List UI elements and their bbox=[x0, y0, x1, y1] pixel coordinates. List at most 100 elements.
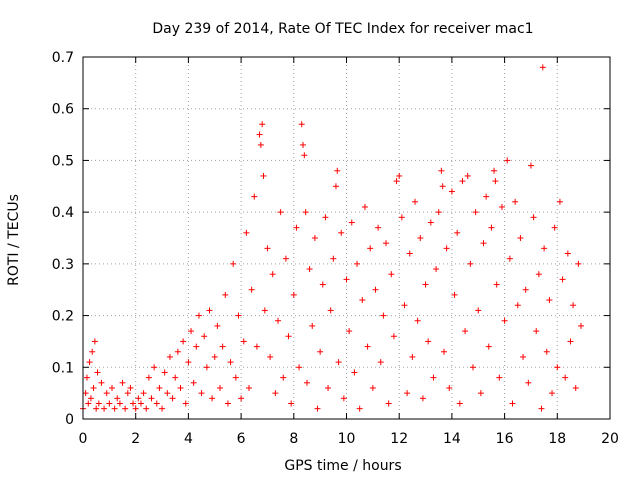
data-point bbox=[185, 359, 192, 366]
data-point bbox=[111, 405, 118, 412]
y-tick-label: 0.5 bbox=[52, 153, 74, 169]
data-point bbox=[372, 286, 379, 293]
data-point bbox=[467, 260, 474, 267]
data-point bbox=[188, 328, 195, 335]
data-point bbox=[151, 364, 158, 371]
data-point bbox=[440, 348, 447, 355]
data-point bbox=[409, 353, 416, 360]
data-point bbox=[285, 333, 292, 340]
data-point bbox=[259, 121, 266, 128]
data-point bbox=[454, 229, 461, 236]
data-point bbox=[209, 395, 216, 402]
data-point bbox=[443, 245, 450, 252]
data-point bbox=[385, 400, 392, 407]
data-point bbox=[327, 307, 334, 314]
data-point bbox=[578, 322, 585, 329]
data-point bbox=[346, 328, 353, 335]
data-point bbox=[86, 359, 93, 366]
y-tick-label: 0.3 bbox=[52, 257, 74, 273]
data-point bbox=[430, 374, 437, 381]
data-point bbox=[419, 395, 426, 402]
data-point bbox=[261, 307, 268, 314]
data-point bbox=[257, 141, 264, 148]
data-point bbox=[546, 297, 553, 304]
data-point bbox=[119, 379, 126, 386]
data-point bbox=[406, 250, 413, 257]
data-point bbox=[127, 384, 134, 391]
data-point bbox=[293, 224, 300, 231]
data-point bbox=[145, 374, 152, 381]
data-point bbox=[559, 276, 566, 283]
data-point bbox=[148, 395, 155, 402]
data-point bbox=[248, 286, 255, 293]
data-point bbox=[214, 322, 221, 329]
data-point bbox=[87, 395, 94, 402]
data-point bbox=[477, 390, 484, 397]
data-point bbox=[272, 390, 279, 397]
data-point bbox=[317, 348, 324, 355]
data-point bbox=[106, 400, 113, 407]
data-point bbox=[264, 245, 271, 252]
data-point bbox=[274, 317, 281, 324]
data-point bbox=[172, 374, 179, 381]
data-point bbox=[549, 390, 556, 397]
data-point bbox=[206, 307, 213, 314]
data-point bbox=[309, 322, 316, 329]
data-point bbox=[433, 266, 440, 273]
data-point bbox=[401, 302, 408, 309]
data-point bbox=[93, 405, 100, 412]
data-point bbox=[356, 405, 363, 412]
data-point bbox=[311, 235, 318, 241]
data-point bbox=[520, 353, 527, 360]
data-point bbox=[396, 172, 403, 179]
data-point bbox=[85, 400, 92, 407]
x-tick-label: 8 bbox=[289, 431, 298, 447]
y-axis-title: ROTI / TECUs bbox=[6, 194, 22, 286]
data-point bbox=[404, 390, 411, 397]
data-point bbox=[98, 379, 105, 386]
data-point bbox=[525, 379, 532, 386]
data-point bbox=[140, 390, 147, 397]
data-point bbox=[103, 390, 110, 397]
data-point bbox=[269, 271, 276, 278]
y-tick-label: 0 bbox=[65, 412, 74, 428]
data-point bbox=[417, 235, 424, 241]
data-point bbox=[459, 178, 466, 185]
data-point bbox=[91, 338, 98, 345]
data-point bbox=[190, 379, 197, 386]
data-point bbox=[522, 286, 529, 293]
data-point bbox=[462, 328, 469, 335]
y-tick-label: 0.1 bbox=[52, 360, 74, 376]
data-point bbox=[256, 131, 263, 138]
data-point bbox=[95, 400, 102, 407]
data-point bbox=[240, 338, 247, 345]
data-point bbox=[456, 400, 463, 407]
data-point bbox=[361, 203, 368, 210]
y-tick-label: 0.2 bbox=[52, 309, 74, 325]
data-point bbox=[475, 307, 482, 314]
data-point bbox=[412, 198, 419, 205]
data-point bbox=[438, 167, 445, 174]
data-point bbox=[156, 384, 163, 391]
x-tick-label: 12 bbox=[390, 431, 408, 447]
data-point bbox=[472, 209, 479, 216]
data-point bbox=[159, 405, 166, 412]
data-point bbox=[180, 338, 187, 345]
data-point bbox=[388, 271, 395, 278]
data-point bbox=[570, 302, 577, 309]
data-point bbox=[267, 353, 274, 360]
data-point bbox=[116, 400, 123, 407]
data-point bbox=[375, 224, 382, 231]
data-point bbox=[427, 219, 434, 226]
data-point bbox=[338, 229, 345, 236]
data-point bbox=[300, 141, 307, 148]
y-tick-label: 0.7 bbox=[52, 50, 74, 66]
data-point bbox=[203, 364, 210, 371]
data-point bbox=[556, 198, 563, 205]
data-point bbox=[143, 405, 150, 412]
data-point bbox=[380, 312, 387, 319]
data-point bbox=[89, 348, 96, 355]
data-point bbox=[564, 250, 571, 257]
data-point bbox=[354, 260, 361, 267]
